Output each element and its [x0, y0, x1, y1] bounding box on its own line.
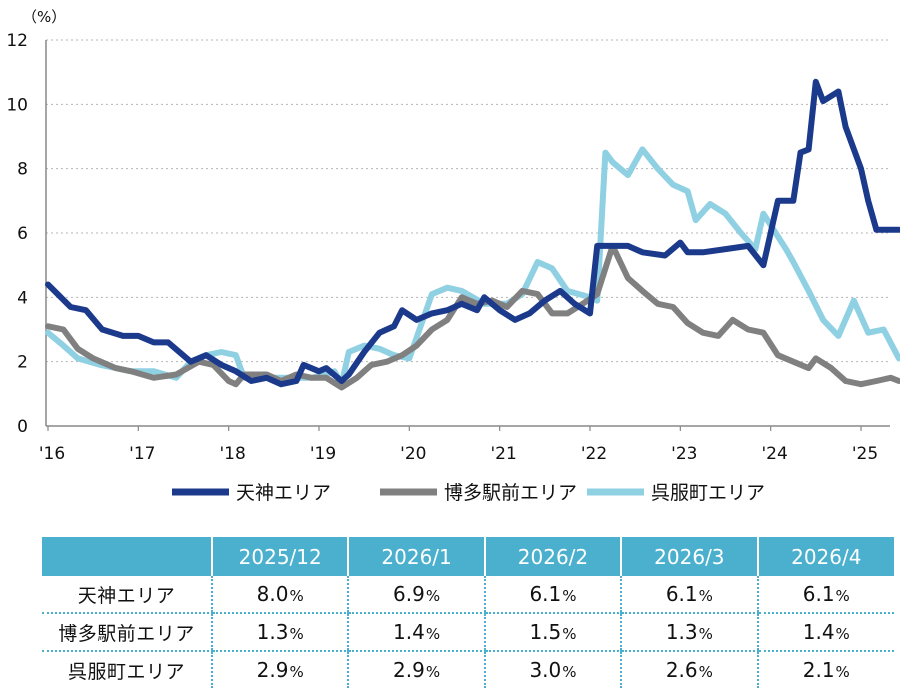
- table-cell-value: 8.0%: [210, 576, 349, 614]
- cell-unit: %: [698, 587, 713, 605]
- table-cell-value: 6.9%: [347, 576, 485, 614]
- vacancy-rate-table: 2025/12 2026/1 2026/2 2026/3 2026/4 天神エリア 8.0…: [42, 537, 894, 688]
- table-cell-value: 1.5%: [483, 613, 622, 652]
- cell-unit: %: [289, 625, 304, 643]
- table-cell-value: 6.1%: [620, 576, 758, 614]
- y-tick-label: 8: [17, 160, 28, 180]
- cell-number: 1.3: [665, 620, 698, 644]
- table-header-row: 2025/12 2026/1 2026/2 2026/3 2026/4: [42, 537, 894, 576]
- table-header-month: 2026/1: [347, 537, 485, 576]
- x-tick-label: '16: [39, 444, 65, 464]
- table-cell-value: 2.1%: [756, 651, 894, 688]
- vacancy-rate-chart: （%） 0 2 4 6 8 10 12 '16 '17 '18 '19 '20 '21 '22 '23 '2…: [6, 8, 900, 504]
- cell-number: 1.4: [802, 620, 835, 644]
- legend-label: 天神エリア: [236, 482, 331, 504]
- table-cell-value: 2.6%: [620, 651, 758, 688]
- cell-number: 6.9: [393, 582, 425, 606]
- y-tick-label: 10: [6, 95, 28, 115]
- cell-number: 8.0: [256, 582, 289, 606]
- y-axis-unit: （%）: [22, 8, 66, 26]
- y-tick-label: 4: [17, 288, 28, 308]
- y-tick-label: 2: [17, 353, 28, 373]
- cell-unit: %: [289, 587, 304, 605]
- table-cell-value: 1.4%: [756, 613, 894, 652]
- x-tick-label: '23: [671, 444, 697, 464]
- table-header-month: 2026/4: [756, 537, 894, 576]
- x-tick-label: '20: [400, 444, 426, 464]
- table-header-month: 2025/12: [210, 537, 349, 576]
- cell-unit: %: [835, 625, 850, 643]
- table-cell-value: 2.9%: [347, 651, 485, 688]
- table-row-label: 博多駅前エリア: [42, 613, 212, 652]
- x-axis-ticks: '16 '17 '18 '19 '20 '21 '22 '23 '24 '25: [39, 426, 878, 464]
- series-line-1: [45, 78, 900, 388]
- table-cell-value: 1.3%: [210, 613, 349, 652]
- series-line-2: [45, 242, 900, 391]
- table-header-month: 2026/2: [483, 537, 622, 576]
- table-body: 天神エリア 8.0% 6.9% 6.1% 6.1% 6.1% 博多駅前エリア 1.3% 1.4%…: [42, 576, 894, 688]
- y-tick-label: 0: [17, 417, 28, 437]
- cell-number: 2.1: [802, 658, 835, 682]
- cell-number: 6.1: [802, 582, 835, 606]
- table-cell-value: 6.1%: [756, 576, 894, 614]
- cell-unit: %: [698, 625, 713, 643]
- cell-number: 6.1: [529, 582, 562, 606]
- cell-number: 2.6: [665, 658, 698, 682]
- cell-number: 3.0: [529, 658, 562, 682]
- cell-unit: %: [562, 587, 577, 605]
- cell-unit: %: [425, 663, 441, 681]
- x-tick-label: '17: [129, 444, 155, 464]
- cell-unit: %: [698, 663, 713, 681]
- table-header-month: 2026/3: [620, 537, 758, 576]
- cell-unit: %: [835, 587, 850, 605]
- cell-number: 2.9: [256, 658, 289, 682]
- table-cell-value: 3.0%: [483, 651, 622, 688]
- legend-label: 博多駅前エリア: [444, 482, 577, 504]
- x-tick-label: '25: [852, 444, 878, 464]
- table-row: 博多駅前エリア 1.3% 1.4% 1.5% 1.3% 1.4%: [42, 613, 894, 652]
- cell-number: 1.5: [529, 620, 562, 644]
- cell-number: 6.1: [665, 582, 698, 606]
- table-row: 天神エリア 8.0% 6.9% 6.1% 6.1% 6.1%: [42, 576, 894, 614]
- y-axis-ticks: 0 2 4 6 8 10 12: [6, 31, 28, 437]
- table-cell-value: 1.3%: [620, 613, 758, 652]
- table-cell-value: 1.4%: [347, 613, 485, 652]
- cell-unit: %: [562, 625, 577, 643]
- cell-unit: %: [835, 663, 850, 681]
- cell-unit: %: [289, 663, 304, 681]
- y-tick-label: 12: [6, 31, 28, 51]
- series-lines: [45, 78, 900, 391]
- x-tick-label: '18: [220, 444, 246, 464]
- table-row-label: 天神エリア: [42, 576, 212, 614]
- cell-unit: %: [562, 663, 577, 681]
- x-tick-label: '19: [310, 444, 336, 464]
- table-header-corner: [42, 537, 212, 576]
- cell-unit: %: [425, 587, 441, 605]
- cell-unit: %: [425, 625, 441, 643]
- table-cell-value: 2.9%: [210, 651, 349, 688]
- legend-label: 呉服町エリア: [651, 482, 765, 504]
- x-tick-label: '24: [762, 444, 788, 464]
- cell-number: 2.9: [393, 658, 425, 682]
- legend: 天神エリア 博多駅前エリア 呉服町エリア: [172, 482, 765, 504]
- x-tick-label: '22: [581, 444, 607, 464]
- y-tick-label: 6: [17, 224, 28, 244]
- gridlines: [46, 39, 890, 363]
- table-row: 呉服町エリア 2.9% 2.9% 3.0% 2.6% 2.1%: [42, 651, 894, 688]
- cell-number: 1.4: [393, 620, 425, 644]
- cell-number: 1.3: [256, 620, 289, 644]
- table-cell-value: 6.1%: [483, 576, 622, 614]
- table-row-label: 呉服町エリア: [67, 660, 185, 683]
- x-tick-label: '21: [491, 444, 517, 464]
